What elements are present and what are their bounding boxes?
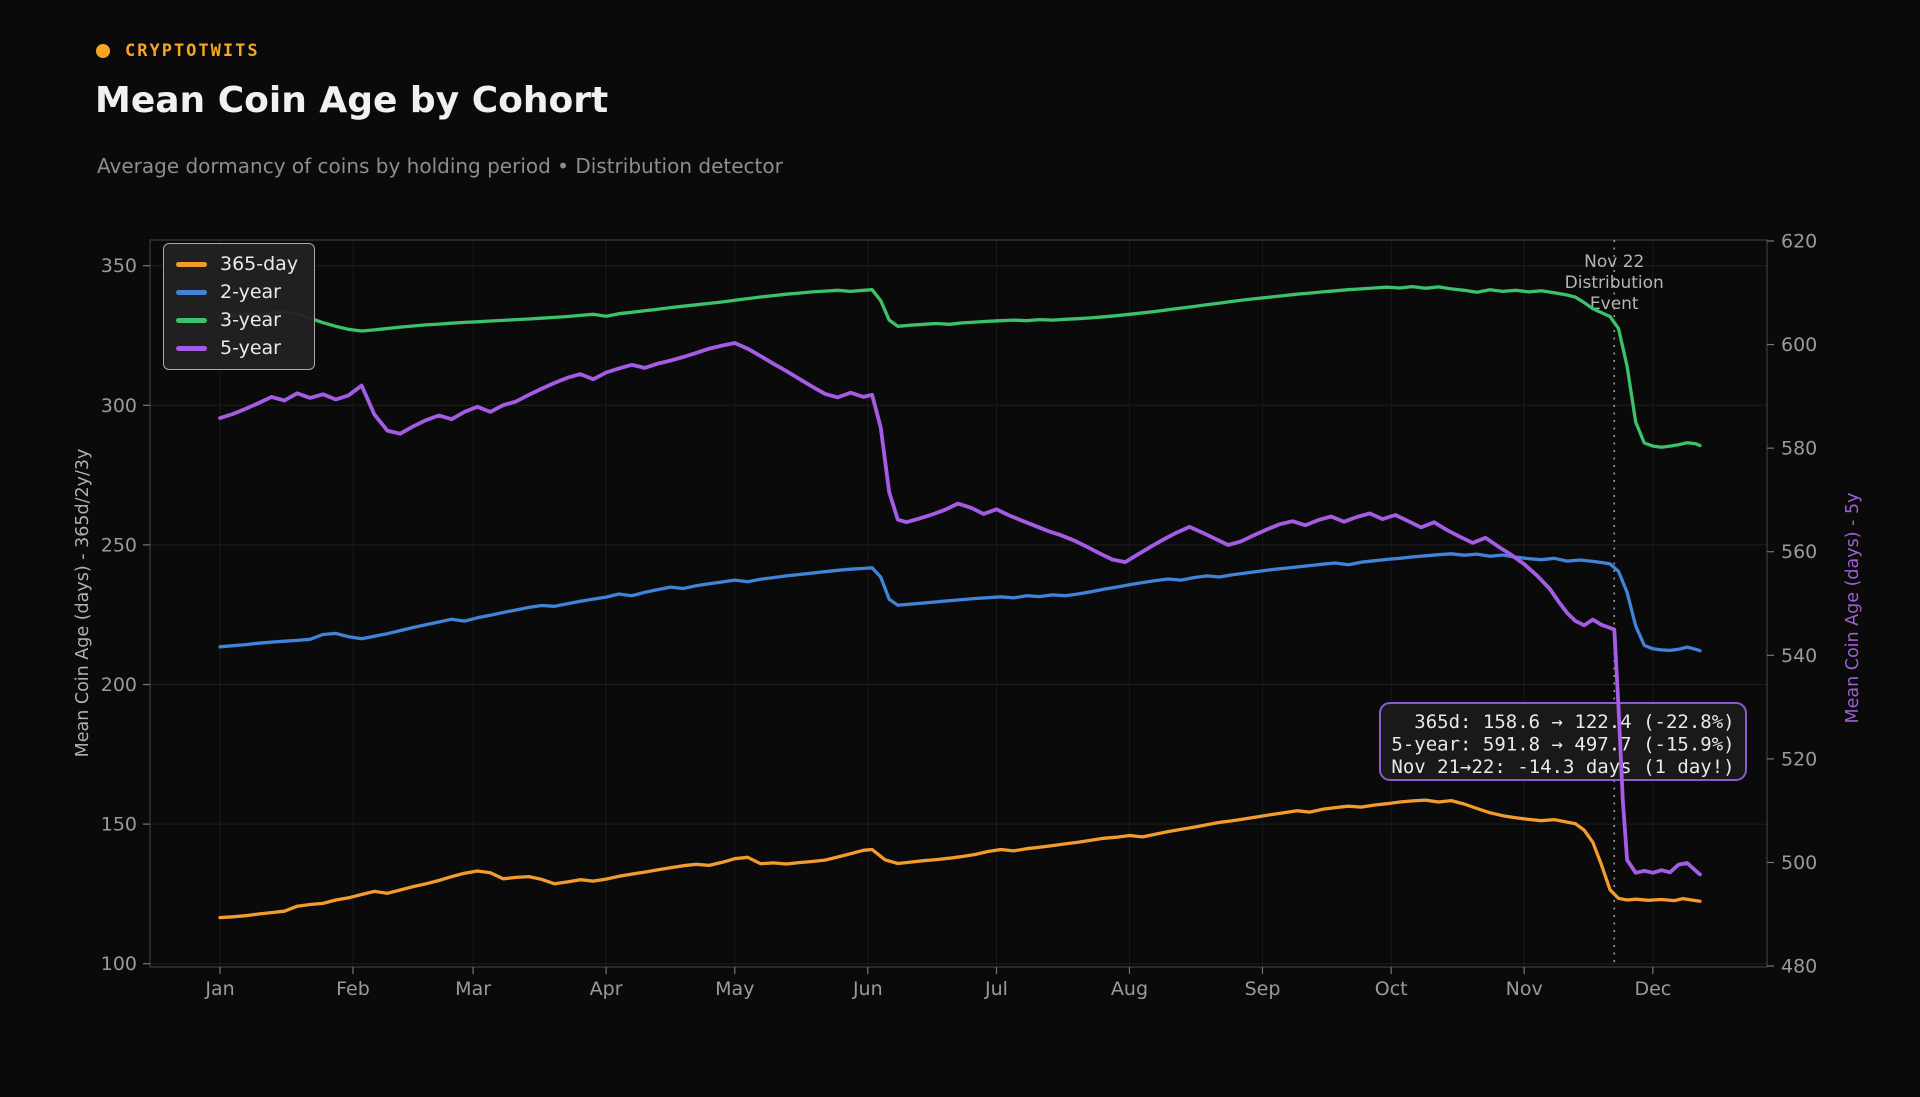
legend-swatch-icon [176, 290, 207, 295]
x-tick-label: Mar [455, 978, 491, 1000]
right-axis: 620 600 580 560 540 520 500 480 Mean Coin Age (d… [1767, 231, 1863, 978]
legend-item-3-year[interactable]: 3-year [176, 309, 298, 332]
plot-border [149, 239, 1768, 968]
stats-tooltip-box [1379, 702, 1747, 781]
legend-swatch-icon [176, 346, 207, 351]
left-axis: 350 300 250 200 150 100 Mean Coin Age (days) -… [73, 255, 150, 975]
stats-tooltip-line: 365d: 158.6 → 122.4 (-22.8%) [1391, 711, 1734, 733]
x-tick-label: Oct [1375, 978, 1408, 1000]
x-tick-label: Aug [1111, 978, 1148, 1000]
x-tick-label: Jun [852, 978, 883, 1000]
right-tick-label: 540 [1781, 645, 1817, 667]
legend-label: 5-year [220, 337, 281, 359]
x-tick-label: Apr [590, 978, 623, 1000]
right-tick-label: 480 [1781, 956, 1817, 978]
series-line-5-year [218, 341, 1702, 877]
legend-label: 365-day [220, 253, 299, 275]
x-axis: Jan Feb Mar Apr May Jun Jul Aug Sep Oct Nov Dec [204, 967, 1671, 1000]
stats-tooltip-line: 5-year: 591.8 → 497.7 (-15.9%) [1391, 734, 1734, 756]
legend-item-5-year[interactable]: 5-year [176, 337, 298, 360]
right-tick-label: 560 [1781, 541, 1817, 563]
x-tick-label: Jan [204, 978, 234, 1000]
legend-label: 2-year [220, 281, 281, 303]
right-axis-title: Mean Coin Age (days) - 5y [1843, 493, 1863, 724]
x-tick-label: Feb [336, 978, 370, 1000]
legend-swatch-icon [176, 318, 207, 323]
right-tick-label: 520 [1781, 748, 1817, 770]
right-tick-label: 500 [1781, 852, 1817, 874]
left-tick-label: 200 [101, 674, 137, 696]
stats-tooltip-line: Nov 21→22: -14.3 days (1 day!) [1391, 756, 1734, 778]
brand-name: CRYPTOTWITS [125, 41, 260, 61]
right-tick-label: 620 [1781, 231, 1817, 253]
event-annotation-line: Nov 22 [1584, 252, 1644, 272]
left-tick-label: 150 [101, 814, 137, 836]
series-line-3-year [218, 284, 1702, 449]
series-line-365-day [218, 798, 1702, 920]
chart-legend: 365-day 2-year 3-year 5-year [163, 243, 316, 370]
x-tick-label: Sep [1245, 978, 1281, 1000]
series-line-2-year [218, 552, 1702, 653]
brand: CRYPTOTWITS [96, 41, 260, 61]
left-tick-label: 100 [101, 953, 137, 975]
left-tick-label: 300 [101, 395, 137, 417]
event-annotation-line: Event [1590, 294, 1639, 314]
brand-dot-icon [96, 44, 110, 58]
right-tick-label: 600 [1781, 334, 1817, 356]
x-tick-label: Dec [1634, 978, 1671, 1000]
event-annotation-line: Distribution [1565, 273, 1664, 293]
legend-swatch-icon [176, 262, 207, 267]
page-subtitle: Average dormancy of coins by holding per… [97, 154, 783, 178]
stats-tooltip: 365d: 158.6 → 122.4 (-22.8%)5-year: 591.… [1379, 702, 1747, 781]
x-tick-label: Jul [984, 978, 1008, 1000]
legend-item-365-day[interactable]: 365-day [176, 253, 298, 276]
left-tick-label: 350 [101, 255, 137, 277]
legend-label: 3-year [220, 309, 281, 331]
legend-item-2-year[interactable]: 2-year [176, 281, 298, 304]
x-tick-label: May [715, 978, 754, 1000]
page-title: Mean Coin Age by Cohort [95, 80, 609, 121]
left-tick-label: 250 [101, 534, 137, 556]
x-tick-label: Nov [1506, 978, 1543, 1000]
left-axis-title: Mean Coin Age (days) - 365d/2y/3y [73, 449, 93, 758]
right-tick-label: 580 [1781, 438, 1817, 460]
